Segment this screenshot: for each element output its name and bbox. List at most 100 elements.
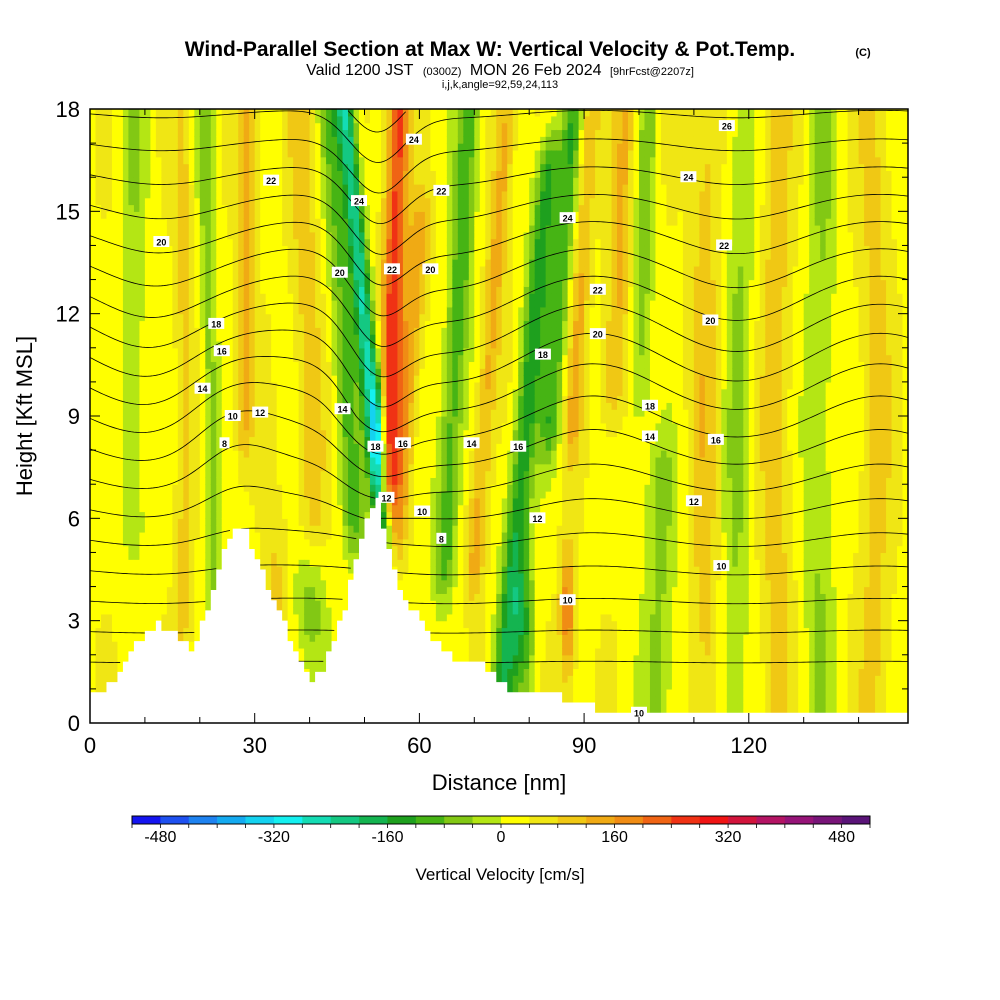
heatmap-cell bbox=[106, 497, 113, 506]
heatmap-cell bbox=[194, 129, 201, 137]
heatmap-cell bbox=[326, 450, 333, 458]
heatmap-cell bbox=[238, 272, 245, 281]
heatmap-cell bbox=[342, 422, 349, 431]
heatmap-cell bbox=[331, 306, 338, 315]
heatmap-cell bbox=[271, 497, 278, 506]
heatmap-cell bbox=[90, 682, 97, 690]
heatmap-cell bbox=[144, 204, 151, 212]
heatmap-cell bbox=[293, 456, 300, 465]
heatmap-cell bbox=[282, 409, 289, 417]
heatmap-cell bbox=[369, 272, 377, 281]
heatmap-cell bbox=[95, 163, 102, 171]
heatmap-cell bbox=[210, 422, 217, 431]
heatmap-cell bbox=[95, 340, 102, 349]
heatmap-cell bbox=[298, 552, 305, 560]
heatmap-cell bbox=[106, 265, 113, 274]
heatmap-cell bbox=[150, 504, 157, 513]
heatmap-cell bbox=[111, 443, 119, 451]
heatmap-cell bbox=[298, 600, 305, 608]
heatmap-cell bbox=[210, 190, 217, 199]
heatmap-cell bbox=[128, 184, 135, 192]
heatmap-cell bbox=[100, 600, 108, 608]
heatmap-cell bbox=[337, 340, 344, 349]
heatmap-cell bbox=[106, 511, 113, 519]
heatmap-cell bbox=[188, 538, 195, 547]
heatmap-cell bbox=[117, 456, 124, 465]
heatmap-cell bbox=[375, 484, 382, 492]
heatmap-cell bbox=[353, 204, 360, 212]
heatmap-cell bbox=[380, 306, 388, 315]
heatmap-cell bbox=[375, 409, 382, 417]
heatmap-cell bbox=[271, 184, 278, 192]
heatmap-cell bbox=[232, 436, 239, 444]
heatmap-cell bbox=[90, 525, 97, 533]
heatmap-cell bbox=[216, 143, 223, 151]
heatmap-cell bbox=[271, 402, 278, 410]
heatmap-cell bbox=[353, 368, 360, 376]
heatmap-cell bbox=[353, 184, 360, 192]
heatmap-cell bbox=[369, 334, 377, 342]
heatmap-cell bbox=[276, 149, 283, 158]
heatmap-cell bbox=[276, 600, 283, 608]
heatmap-cell bbox=[90, 491, 97, 499]
heatmap-cell bbox=[216, 443, 223, 451]
heatmap-cell bbox=[386, 327, 393, 335]
heatmap-cell bbox=[199, 538, 206, 547]
heatmap-cell bbox=[232, 450, 239, 458]
heatmap-cell bbox=[111, 545, 119, 554]
heatmap-cell bbox=[161, 395, 168, 403]
heatmap-cell bbox=[133, 313, 141, 322]
heatmap-cell bbox=[342, 491, 349, 499]
heatmap-cell bbox=[117, 129, 124, 137]
heatmap-cell bbox=[364, 115, 371, 124]
heatmap-cell bbox=[210, 340, 217, 349]
heatmap-cell bbox=[348, 156, 355, 165]
heatmap-cell bbox=[271, 518, 278, 526]
heatmap-cell bbox=[166, 572, 173, 581]
heatmap-cell bbox=[304, 122, 311, 131]
heatmap-cell bbox=[380, 197, 388, 206]
heatmap-cell bbox=[315, 416, 322, 424]
heatmap-cell bbox=[90, 600, 97, 608]
heatmap-cell bbox=[172, 306, 179, 315]
heatmap-cell bbox=[155, 552, 162, 560]
heatmap-cell bbox=[166, 600, 173, 608]
heatmap-cell bbox=[100, 422, 108, 431]
heatmap-cell bbox=[287, 313, 294, 322]
heatmap-cell bbox=[298, 463, 305, 472]
heatmap-cell bbox=[216, 429, 223, 438]
heatmap-cell bbox=[293, 545, 300, 554]
heatmap-cell bbox=[326, 579, 333, 588]
heatmap-cell bbox=[117, 641, 124, 649]
heatmap-cell bbox=[287, 491, 294, 499]
heatmap-cell bbox=[337, 122, 344, 131]
heatmap-cell bbox=[287, 586, 294, 594]
heatmap-cell bbox=[90, 477, 97, 485]
heatmap-cell bbox=[106, 375, 113, 383]
heatmap-cell bbox=[298, 218, 305, 226]
heatmap-cell bbox=[128, 620, 135, 629]
heatmap-cell bbox=[188, 224, 195, 233]
heatmap-cell bbox=[227, 156, 234, 165]
heatmap-cell bbox=[150, 531, 157, 540]
heatmap-cell bbox=[210, 300, 217, 308]
heatmap-cell bbox=[95, 450, 102, 458]
heatmap-cell bbox=[221, 259, 228, 267]
heatmap-cell bbox=[199, 259, 206, 267]
heatmap-cell bbox=[199, 156, 206, 165]
heatmap-cell bbox=[369, 327, 377, 335]
heatmap-cell bbox=[320, 163, 327, 171]
heatmap-cell bbox=[232, 388, 239, 397]
heatmap-cell bbox=[337, 354, 344, 363]
heatmap-cell bbox=[117, 265, 124, 274]
heatmap-cell bbox=[232, 334, 239, 342]
heatmap-cell bbox=[331, 300, 338, 308]
heatmap-cell bbox=[166, 129, 173, 137]
heatmap-cell bbox=[216, 163, 223, 171]
heatmap-cell bbox=[337, 525, 344, 533]
heatmap-cell bbox=[166, 402, 173, 410]
heatmap-cell bbox=[139, 511, 146, 519]
heatmap-cell bbox=[282, 190, 289, 199]
heatmap-cell bbox=[194, 627, 201, 635]
heatmap-cell bbox=[298, 620, 305, 629]
